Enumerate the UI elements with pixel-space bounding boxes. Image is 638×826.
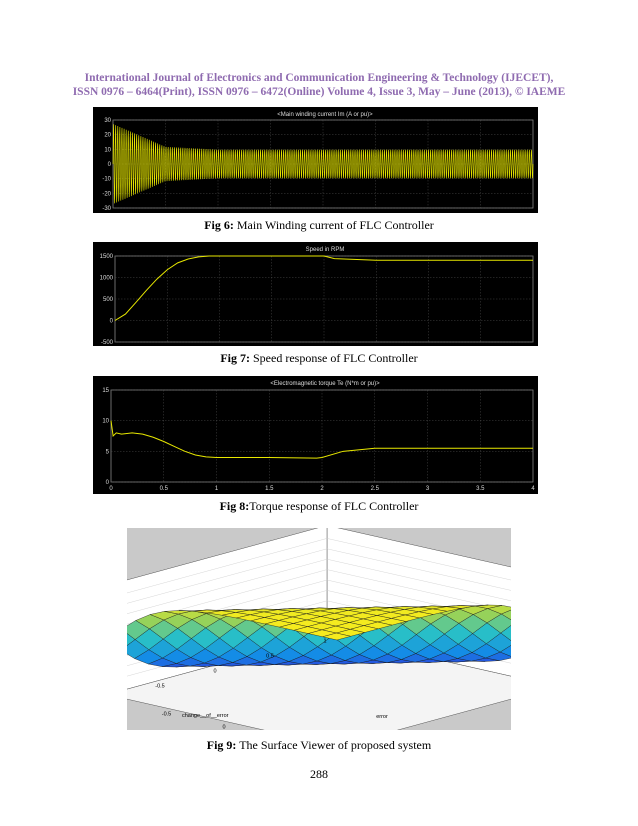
fig8-ytick-label: 0 [106,480,110,486]
fig6-ytick-label: -10 [102,177,111,183]
fig7-caption-text: Speed response of FLC Controller [250,351,418,365]
fig6-ytick-label: 30 [104,118,111,124]
fig7-plot: Speed in RPM 1500 1000 500 0 -500 [93,242,538,346]
fig8-xtick-label: 2 [320,486,324,492]
fig8-xtick-label: 2.5 [371,486,380,492]
fig9-ylabel: error [376,714,388,720]
fig7-speed-trace [114,255,533,321]
fig8-ytick-label: 5 [106,449,110,455]
fig7-caption-label: Fig 7: [220,351,250,365]
fig8-xtick-label: 3.5 [476,486,485,492]
fig6-title: <Main winding current Im (A or pu)> [277,112,373,118]
fig6-caption: Fig 6: Main Winding current of FLC Contr… [0,218,638,233]
fig6-caption-label: Fig 6: [204,218,234,232]
fig9-xtick-label: 0 [213,669,216,675]
fig8-xtick-label: 0.5 [160,486,169,492]
fig8-torque-trace [110,420,533,459]
fig6-ytick-label: 20 [104,133,111,139]
fig9-caption-text: The Surface Viewer of proposed system [236,738,432,752]
fig8-plot: <Electromagnetic torque Te (N*m or pu)> … [93,376,538,494]
fig9-ytick-label: -0.5 [162,712,171,718]
fig8-ytick-label: 15 [102,388,109,394]
fig8-title: <Electromagnetic torque Te (N*m or pu)> [270,381,380,387]
fig6-ytick-label: 0 [108,162,112,168]
fig9-xtick-label: 1 [323,639,326,645]
fig9-caption: Fig 9: The Surface Viewer of proposed sy… [0,738,638,753]
journal-header-line2: ISSN 0976 – 6464(Print), ISSN 0976 – 647… [72,86,566,98]
fig8-caption-text: Torque response of FLC Controller [249,499,419,513]
fig6-ytick-label: -30 [102,206,111,212]
fig8-xtick-label: 1 [215,486,219,492]
fig7-ytick-label: 1000 [100,276,114,282]
fig8-caption-label: Fig 8: [219,499,250,513]
fig8-xtick-label: 1.5 [265,486,274,492]
fig9-xlabel: change__of__error [182,713,229,719]
fig9-caption-label: Fig 9: [206,738,237,752]
fig7-caption: Fig 7: Speed response of FLC Controller [0,351,638,366]
page-number: 288 [310,767,328,781]
fig8-ytick-label: 10 [102,419,109,425]
fig7-ytick-label: 500 [103,297,114,303]
fig8-xtick-label: 3 [426,486,430,492]
fig9-xtick-label: 0.5 [266,654,274,660]
fig8-xtick-label: 4 [531,486,535,492]
fig6-current-trace [112,124,534,204]
fig9-ytick-label: 0 [222,725,225,730]
fig6-plot: <Main winding current Im (A or pu)> 30 20… [93,107,538,213]
fig9-xtick-label: -0.5 [155,684,164,690]
fig9-surface-patch [322,632,351,641]
fig6-caption-text: Main Winding current of FLC Controller [233,218,434,232]
fig8-caption: Fig 8:Torque response of FLC Controller [0,499,638,514]
fig6-ytick-label: -20 [102,191,111,197]
fig7-ytick-label: 0 [110,319,114,325]
fig7-ytick-label: -500 [101,340,114,346]
fig9-surface-viewer: 0.80.60.40.20-0.2-0.4-0.6-0.8fo10.50-0.5… [75,525,558,757]
fig7-title: Speed in RPM [306,247,345,253]
fig8-xtick-label: 0 [109,486,113,492]
journal-header-line1: International Journal of Electronics and… [84,72,554,84]
fig7-ytick-label: 1500 [100,254,114,260]
fig9-surface-mesh [106,604,558,668]
fig6-ytick-label: 10 [104,147,111,153]
